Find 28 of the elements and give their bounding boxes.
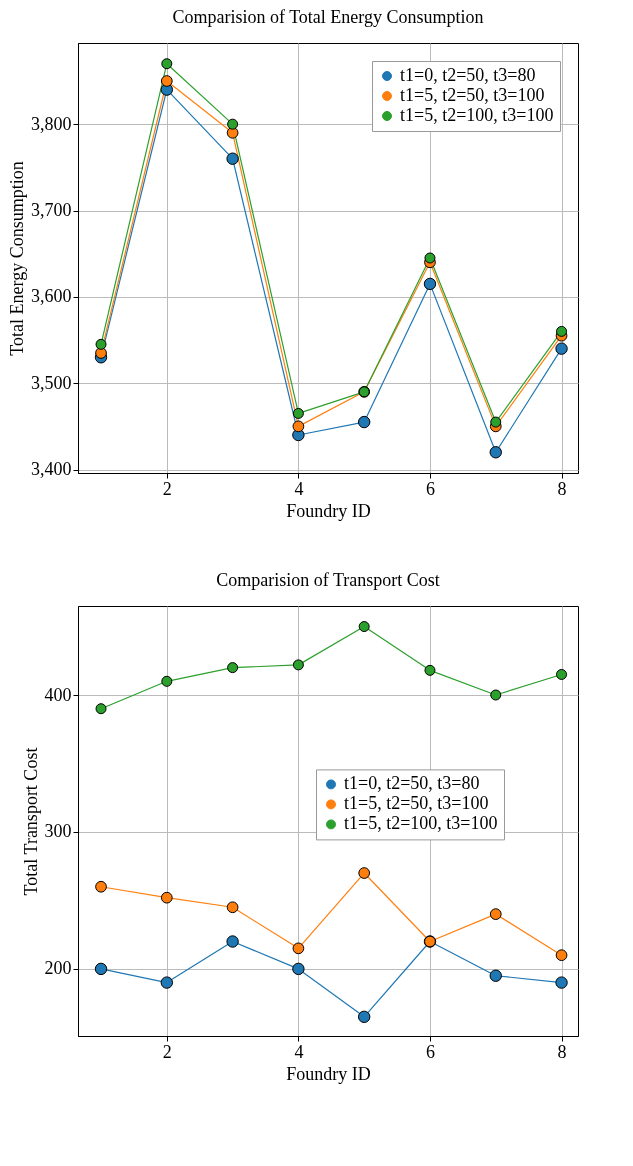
x-axis-title: Foundry ID [286,500,371,521]
y-tick-label: 300 [44,821,72,842]
y-tick-label: 3,400 [31,459,72,480]
chart-title: Comparision of Transport Cost [216,570,440,590]
y-tick-label: 3,600 [31,286,72,307]
y-tick-label: 3,700 [31,200,72,221]
legend-label: t1=5, t2=100, t3=100 [344,813,498,834]
x-tick-label: 6 [425,478,435,499]
y-axis-title: Total Energy Consumption [7,161,27,356]
x-tick-label: 6 [425,1041,435,1062]
legend-label: t1=0, t2=50, t3=80 [400,65,536,85]
x-tick-label: 4 [294,478,304,499]
legend-label: t1=0, t2=50, t3=80 [344,773,480,794]
y-axis-title: Total Transport Cost [20,747,41,896]
y-tick-label: 3,800 [31,113,72,134]
y-tick-label: 200 [44,958,72,979]
y-tick-label: 400 [44,684,72,705]
x-tick-label: 2 [162,478,172,499]
x-tick-label: 8 [557,1041,567,1062]
legend-label: t1=5, t2=100, t3=100 [400,105,554,125]
x-tick-label: 4 [294,1041,304,1062]
legend-label: t1=5, t2=50, t3=100 [344,793,489,814]
x-tick-label: 2 [162,1041,172,1062]
x-axis-title: Foundry ID [286,1063,371,1084]
chart-title: Comparision of Total Energy Consumption [172,7,484,27]
x-tick-label: 8 [557,478,567,499]
legend-label: t1=5, t2=50, t3=100 [400,85,545,105]
y-tick-label: 3,500 [31,372,72,393]
